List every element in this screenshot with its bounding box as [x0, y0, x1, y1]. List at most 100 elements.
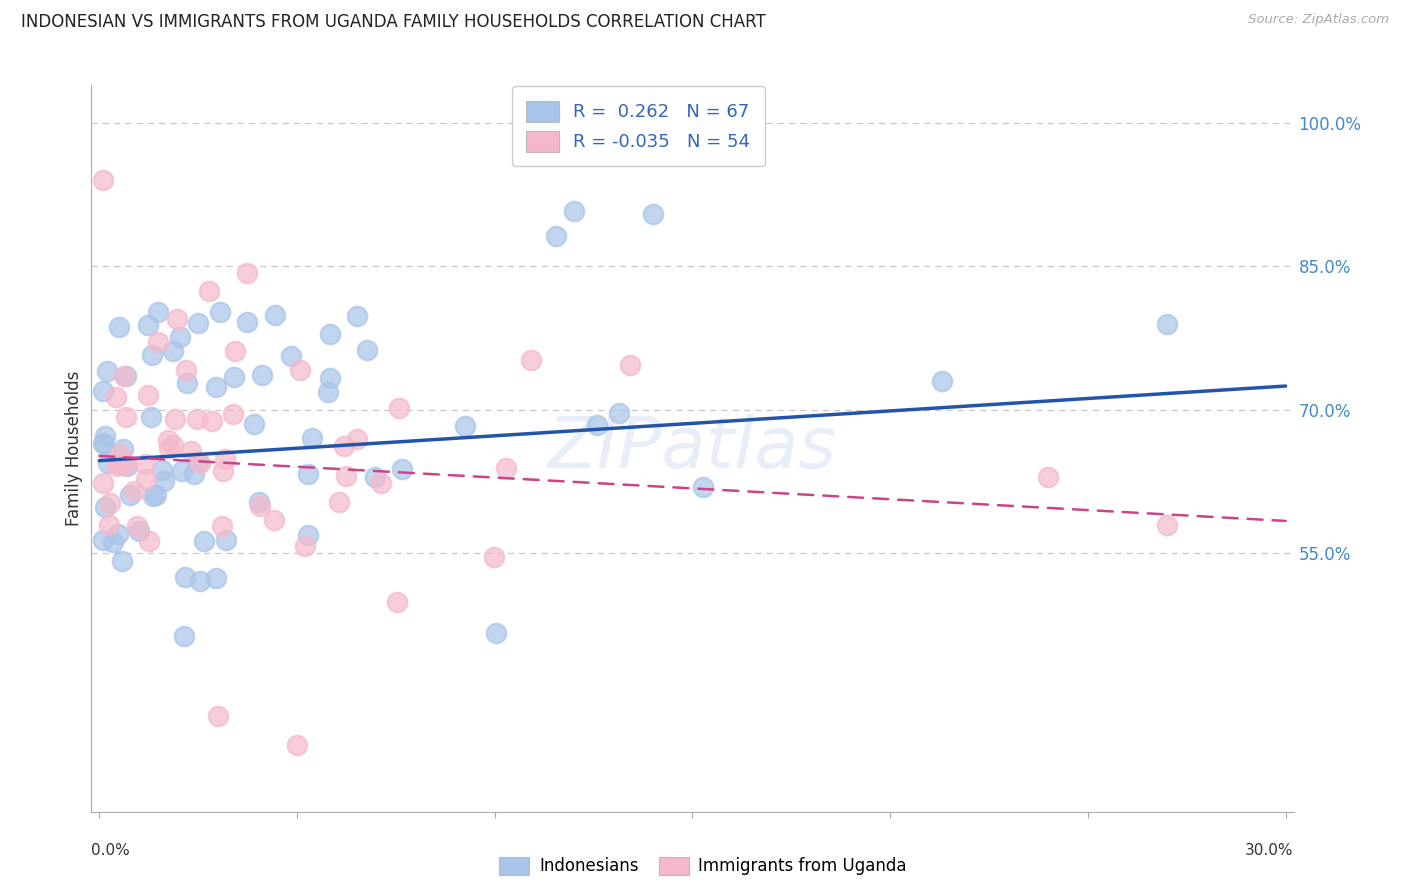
Point: [188, 574, 211, 589]
Point: [141, 348, 163, 362]
Point: [139, 410, 162, 425]
Point: [110, 447, 132, 461]
Point: [138, 533, 160, 548]
Point: [235, 315, 257, 329]
Point: [112, 368, 135, 383]
Point: [114, 369, 136, 384]
Point: [280, 349, 302, 363]
Point: [135, 472, 157, 486]
Text: Source: ZipAtlas.com: Source: ZipAtlas.com: [1249, 13, 1389, 27]
Point: [174, 362, 197, 376]
Point: [136, 318, 159, 332]
Point: [285, 738, 308, 752]
Point: [453, 419, 475, 434]
Point: [107, 527, 129, 541]
Point: [103, 534, 125, 549]
Point: [107, 457, 129, 471]
Point: [222, 369, 245, 384]
Point: [174, 570, 197, 584]
Point: [562, 204, 585, 219]
Point: [198, 284, 221, 298]
Point: [243, 417, 266, 431]
Point: [211, 518, 233, 533]
Point: [495, 461, 517, 475]
Text: 30.0%: 30.0%: [1246, 843, 1294, 858]
Point: [94, 500, 117, 514]
Point: [145, 487, 167, 501]
Point: [100, 496, 122, 510]
Point: [180, 444, 202, 458]
Point: [122, 484, 145, 499]
Point: [335, 468, 357, 483]
Text: INDONESIAN VS IMMIGRANTS FROM UGANDA FAMILY HOUSEHOLDS CORRELATION CHART: INDONESIAN VS IMMIGRANTS FROM UGANDA FAM…: [21, 13, 766, 31]
Point: [115, 459, 138, 474]
Point: [146, 305, 169, 319]
Point: [93, 429, 115, 443]
Point: [1156, 517, 1178, 532]
Point: [247, 495, 270, 509]
Point: [187, 316, 209, 330]
Point: [544, 228, 567, 243]
Point: [482, 549, 505, 564]
Point: [1038, 470, 1060, 484]
Point: [176, 376, 198, 390]
Point: [208, 304, 231, 318]
Point: [607, 406, 630, 420]
Y-axis label: Family Households: Family Households: [65, 370, 83, 526]
Point: [288, 363, 311, 377]
Point: [204, 380, 226, 394]
Point: [91, 475, 114, 490]
Point: [1156, 317, 1178, 331]
Point: [319, 371, 342, 385]
Point: [205, 571, 228, 585]
Point: [142, 489, 165, 503]
Point: [297, 467, 319, 481]
Point: [170, 464, 193, 478]
Point: [332, 439, 354, 453]
Point: [214, 452, 236, 467]
Point: [319, 326, 342, 341]
Point: [619, 358, 641, 372]
Point: [264, 308, 287, 322]
Point: [224, 343, 246, 358]
Point: [193, 534, 215, 549]
Point: [211, 464, 233, 478]
Point: [157, 441, 180, 455]
Point: [134, 457, 156, 471]
Point: [157, 433, 180, 447]
Point: [263, 513, 285, 527]
Point: [162, 344, 184, 359]
Point: [301, 431, 323, 445]
Point: [128, 524, 150, 538]
Point: [91, 173, 114, 187]
Point: [120, 488, 142, 502]
Point: [127, 518, 149, 533]
Point: [364, 470, 387, 484]
Point: [187, 455, 209, 469]
Point: [328, 495, 350, 509]
Point: [236, 266, 259, 280]
Point: [370, 475, 392, 490]
Point: [162, 438, 184, 452]
Point: [346, 309, 368, 323]
Point: [108, 320, 131, 334]
Point: [316, 385, 339, 400]
Point: [111, 442, 134, 457]
Point: [188, 456, 211, 470]
Point: [91, 533, 114, 548]
Point: [250, 368, 273, 382]
Point: [97, 456, 120, 470]
Point: [146, 334, 169, 349]
Point: [520, 352, 543, 367]
Point: [169, 330, 191, 344]
Point: [387, 595, 409, 609]
Point: [485, 626, 508, 640]
Point: [173, 630, 195, 644]
Point: [91, 436, 114, 450]
Point: [201, 413, 224, 427]
Point: [221, 407, 243, 421]
Point: [692, 480, 714, 494]
Point: [294, 540, 316, 554]
Point: [356, 343, 378, 358]
Point: [585, 417, 607, 432]
